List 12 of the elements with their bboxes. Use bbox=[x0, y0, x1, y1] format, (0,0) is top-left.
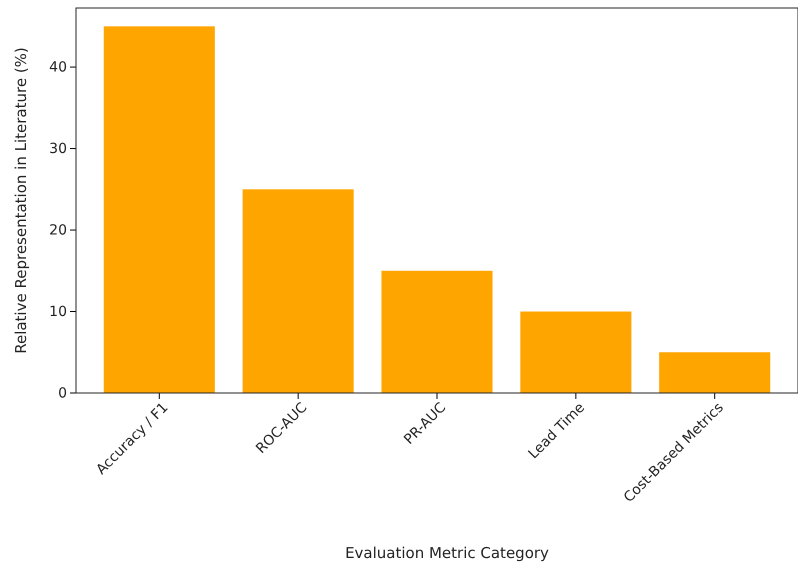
y-tick-label: 20 bbox=[49, 222, 67, 239]
bar bbox=[104, 26, 215, 393]
y-tick-label: 40 bbox=[49, 60, 67, 76]
bar bbox=[659, 352, 770, 393]
y-axis-title: Relative Representation in Literature (%) bbox=[12, 47, 30, 354]
x-axis-title: Evaluation Metric Category bbox=[345, 544, 550, 562]
bar bbox=[242, 189, 354, 393]
bar bbox=[520, 312, 632, 393]
y-tick-label: 0 bbox=[58, 385, 67, 402]
bar bbox=[381, 270, 493, 393]
y-tick-label: 10 bbox=[49, 304, 67, 320]
y-tick-label: 30 bbox=[49, 141, 67, 158]
